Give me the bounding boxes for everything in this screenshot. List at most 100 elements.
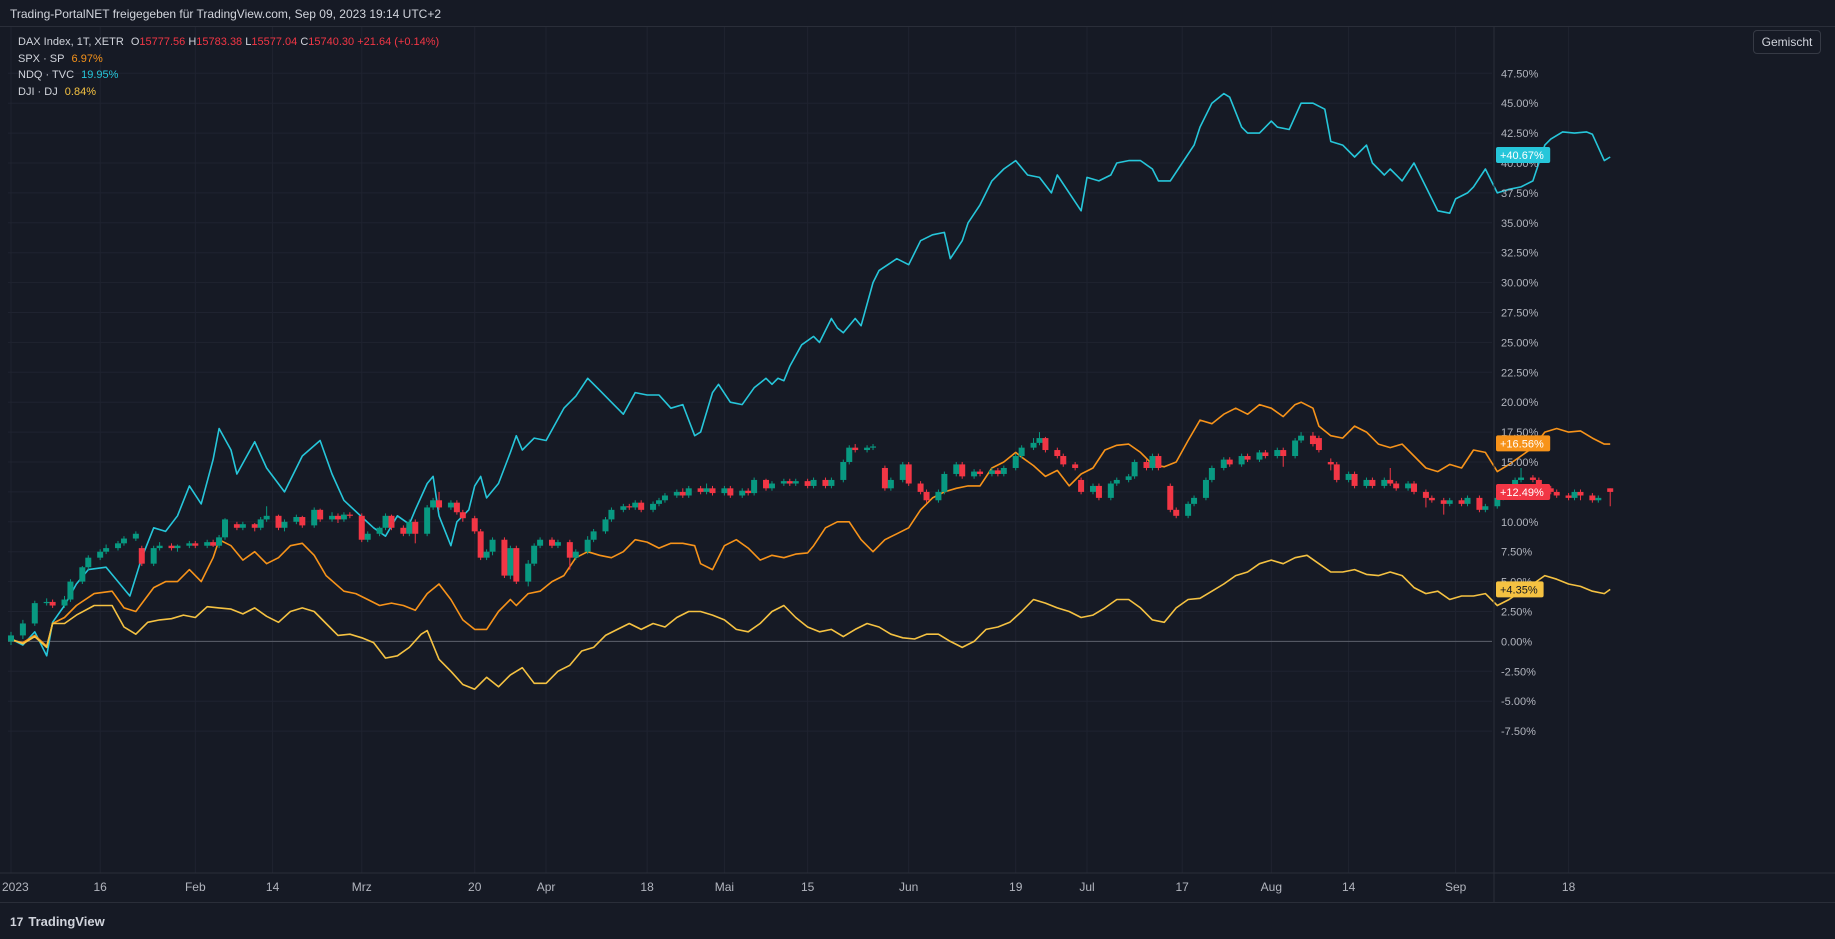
candle (810, 477, 817, 489)
candle-body (935, 491, 942, 501)
candle (376, 526, 383, 537)
legend-row-dji[interactable]: DJI · DJ 0.84% (18, 84, 439, 101)
candle (222, 518, 229, 540)
candle (1565, 493, 1572, 501)
candle-body (138, 548, 145, 564)
x-tick-label: 19 (1009, 880, 1023, 894)
candle (1547, 485, 1554, 495)
candle (1012, 453, 1019, 471)
candle-body (917, 483, 924, 492)
legend-row-ndq[interactable]: NDQ · TVC 19.95% (18, 67, 439, 84)
candle (650, 501, 657, 513)
candle-body (1298, 435, 1305, 441)
legend-row-spx[interactable]: SPX · SP 6.97% (18, 51, 439, 68)
candle (1149, 453, 1156, 471)
candle-body (780, 481, 787, 484)
candle-body (822, 479, 829, 486)
legend-close-key: C (300, 36, 309, 48)
candle-body (881, 467, 888, 489)
candle-body (1381, 479, 1388, 486)
candle-body (31, 603, 38, 624)
candle-body (156, 545, 163, 549)
candle-body (216, 537, 223, 546)
candle-body (471, 518, 478, 532)
x-tick-label: Jun (899, 880, 918, 894)
candle (85, 555, 92, 570)
candle-body (507, 548, 514, 576)
chart-canvas[interactable]: -7.50%-5.00%-2.50%0.00%2.50%5.00%7.50%10… (0, 27, 1835, 903)
candle (620, 503, 627, 513)
candle-body (1440, 500, 1447, 504)
candle (1381, 477, 1388, 489)
candle-body (329, 515, 336, 520)
candle-body (376, 527, 383, 534)
x-tick-label: Sep (1445, 880, 1467, 894)
candle (1482, 503, 1489, 513)
y-tick-label: -2.50% (1501, 666, 1536, 678)
badge-label: +4.35% (1500, 584, 1538, 596)
candle (1333, 462, 1340, 483)
candle (1595, 495, 1602, 503)
candle (97, 549, 104, 561)
candle-body (364, 533, 371, 540)
candle (709, 485, 716, 496)
candle (1518, 467, 1525, 483)
candle-body (905, 464, 912, 484)
candle-body (1351, 473, 1358, 486)
candle (1292, 438, 1299, 459)
candle (602, 517, 609, 534)
candle-body (525, 563, 532, 582)
legend-dji-label: DJI · DJ (18, 85, 58, 98)
candle-body (590, 531, 597, 540)
candle-body (1309, 435, 1316, 445)
candle (554, 539, 561, 549)
candle-body (1226, 459, 1233, 465)
candle (572, 549, 579, 561)
candle-body (192, 543, 199, 546)
candle-body (43, 601, 50, 604)
candle-body (697, 488, 704, 492)
candle-body (222, 519, 229, 538)
candle-body (1446, 500, 1453, 504)
candle (364, 531, 371, 543)
candle-body (792, 481, 799, 484)
candle-body (1274, 450, 1281, 457)
candle (388, 514, 395, 531)
badge-label: +40.67% (1500, 150, 1544, 162)
candle (275, 514, 282, 531)
candle-body (174, 545, 181, 549)
series-line-ndq (10, 92, 1611, 657)
legend-change-value: +21.64 (+0.14%) (357, 36, 440, 48)
candle-body (763, 479, 770, 489)
candle-body (661, 495, 668, 501)
candle-body (1476, 497, 1483, 510)
candle (358, 513, 365, 543)
legend-close-value: 15740.30 (308, 36, 355, 48)
candle-body (1405, 483, 1412, 489)
candle (1220, 457, 1227, 471)
candle-body (1149, 456, 1156, 468)
candle-body (709, 488, 716, 494)
candle (1607, 488, 1614, 507)
tradingview-logo[interactable]: 17 TradingView (10, 914, 105, 929)
candle (412, 519, 419, 544)
last-value-badges: +40.67% +16.56% +12.49% +4.35% (1496, 146, 1551, 598)
candle (697, 485, 704, 495)
legend-main-row[interactable]: DAX Index, 1T, XETR O15777.56 H15783.38 … (18, 34, 439, 51)
candle (1113, 477, 1120, 486)
footer-bar: 17 TradingView (0, 903, 1835, 939)
candle-body (537, 539, 544, 546)
scale-mode-button[interactable]: Gemischt (1753, 30, 1821, 54)
candle (257, 517, 264, 531)
candle (632, 500, 639, 510)
candle-body (477, 531, 484, 558)
x-tick-label: 18 (640, 880, 654, 894)
legend-dji-value: 0.84% (64, 85, 96, 98)
candle (988, 467, 995, 477)
chart-frame[interactable]: -7.50%-5.00%-2.50%0.00%2.50%5.00%7.50%10… (0, 27, 1835, 903)
candle-body (632, 502, 639, 508)
candle (935, 489, 942, 503)
candle (501, 537, 508, 579)
candle (703, 483, 710, 495)
candle-body (864, 447, 871, 451)
